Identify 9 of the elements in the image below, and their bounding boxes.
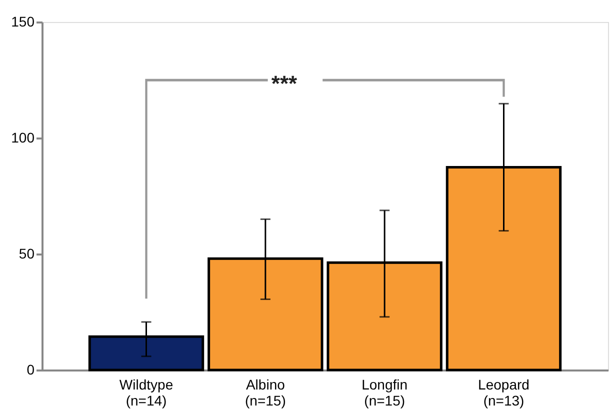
y-tick-label: 100 bbox=[11, 130, 35, 146]
y-tick-label: 150 bbox=[11, 14, 35, 30]
x-tick-label: Longfin (n=15) bbox=[362, 376, 408, 408]
y-tick-label: 50 bbox=[18, 246, 35, 262]
y-tick-label: 0 bbox=[26, 362, 35, 378]
x-tick-label: Albino (n=15) bbox=[244, 376, 286, 408]
x-tick-label: Wildtype (n=14) bbox=[119, 376, 174, 408]
annotation: *** bbox=[271, 71, 298, 96]
x-tick-label: Leopard (n=13) bbox=[478, 376, 530, 408]
